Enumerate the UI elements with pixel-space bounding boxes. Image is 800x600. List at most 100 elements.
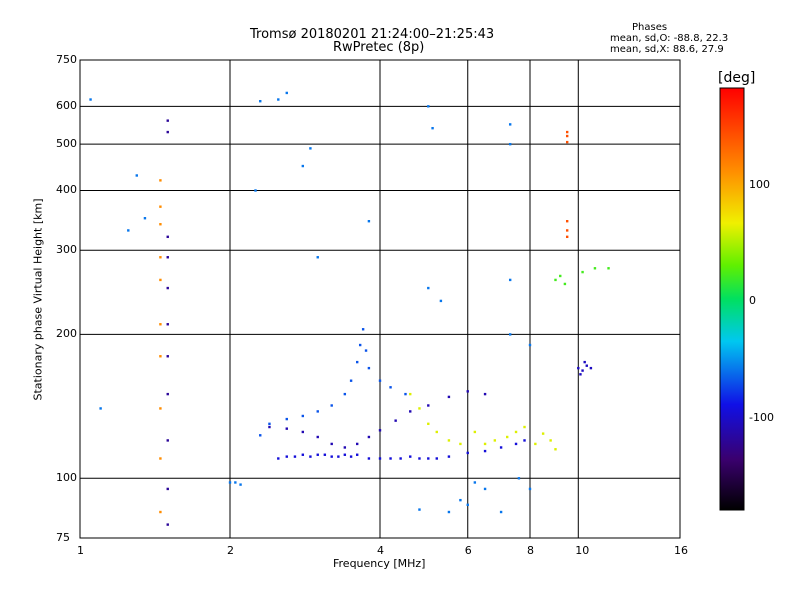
grid-lines <box>80 60 680 538</box>
data-point-mid-band-scatter <box>418 407 421 410</box>
data-point-mid-band-scatter <box>505 435 509 439</box>
data-point-scattered-points <box>427 105 430 108</box>
data-point-column-1.45MHz <box>159 457 162 460</box>
data-point-scattered-points <box>277 98 280 101</box>
y-tick-label: 200 <box>56 327 77 341</box>
data-point-scattered-points <box>447 510 451 514</box>
data-point-mid-band-scatter <box>549 439 552 442</box>
data-point-scattered-points <box>473 481 477 484</box>
data-point-scattered-points <box>528 343 532 347</box>
data-point-middle-trace <box>447 395 451 399</box>
data-point-lower-trace <box>409 455 412 458</box>
data-point-scattered-points <box>459 498 462 502</box>
data-point-lower-trace <box>316 453 319 456</box>
data-point-high-frequency-cluster <box>554 278 557 282</box>
data-point-column-1.5MHz <box>166 286 169 290</box>
data-point-scattered-points <box>466 503 469 507</box>
data-point-column-1.45MHz <box>159 179 162 182</box>
data-point-cluster-10.2MHz <box>581 369 584 372</box>
data-point-middle-trace <box>330 442 333 446</box>
data-point-scattered-points <box>483 487 487 491</box>
data-points <box>89 91 610 526</box>
data-point-mid-band-scatter <box>523 425 526 429</box>
data-point-lower-trace <box>330 455 333 458</box>
data-point-mid-band-scatter <box>541 432 545 435</box>
data-point-lower-trace <box>378 457 382 460</box>
data-point-lower-trace <box>499 446 503 449</box>
data-point-mid-band-scatter <box>427 422 430 426</box>
colorbar-tick-label: 0 <box>749 294 756 307</box>
data-point-scattered-points <box>418 508 421 511</box>
data-point-mid-band-scatter <box>435 430 438 434</box>
data-point-lower-trace <box>483 449 487 453</box>
data-point-column-1.45MHz <box>159 323 162 326</box>
data-point-scattered-points <box>99 407 102 410</box>
y-tick-label: 100 <box>56 471 77 485</box>
colorbar <box>719 87 745 511</box>
x-tick-label: 2 <box>227 544 234 557</box>
data-point-scattered-points <box>528 487 532 491</box>
data-point-upper-trace <box>361 328 365 331</box>
data-point-scattered-points <box>254 189 257 192</box>
data-point-column-9.5MHz <box>565 229 569 232</box>
data-point-high-frequency-cluster <box>607 267 610 270</box>
data-point-middle-trace <box>285 427 288 430</box>
data-point-lower-trace <box>323 453 327 456</box>
data-point-mid-band-scatter <box>514 430 518 434</box>
data-point-middle-trace <box>268 425 271 429</box>
data-point-high-frequency-cluster <box>563 282 567 286</box>
data-point-cluster-10.2MHz <box>589 366 593 370</box>
data-point-scattered-points <box>301 164 305 168</box>
chart-title-line1: Tromsø 20180201 21:24:00–21:25:43 <box>250 27 495 42</box>
data-point-scattered-points <box>427 286 430 290</box>
data-point-cluster-10.2MHz <box>579 373 582 376</box>
data-point-mid-band-scatter <box>473 430 477 434</box>
data-point-lower-trace <box>285 455 288 458</box>
data-point-upper-trace <box>358 343 362 347</box>
data-point-column-1.45MHz <box>159 256 162 259</box>
data-point-lower-trace <box>418 457 421 460</box>
data-point-lower-trace <box>399 457 402 460</box>
data-point-lower-trace <box>293 455 297 458</box>
data-point-scattered-points <box>431 126 434 130</box>
data-point-scattered-points <box>367 220 371 223</box>
data-point-middle-trace <box>466 390 469 393</box>
data-point-middle-trace <box>378 429 382 432</box>
data-point-column-1.45MHz <box>159 278 162 282</box>
data-point-column-9.5MHz <box>565 140 569 144</box>
data-point-cluster-10.2MHz <box>583 360 586 364</box>
x-tick-label: 10 <box>575 544 590 557</box>
x-tick-label: 6 <box>464 544 472 557</box>
data-point-column-9.5MHz <box>565 220 569 223</box>
data-point-high-frequency-cluster <box>581 270 584 274</box>
data-point-scattered-points <box>143 217 147 220</box>
data-point-scattered-points <box>508 123 512 126</box>
data-point-column-1.5MHz <box>166 130 169 134</box>
data-point-lower-trace <box>277 457 280 460</box>
data-point-upper-trace <box>378 379 382 382</box>
y-tick-label: 500 <box>56 137 77 151</box>
data-point-scattered-points <box>127 229 130 232</box>
data-point-column-9.5MHz <box>565 134 569 138</box>
data-point-upper-trace <box>367 366 371 370</box>
data-point-mid-band-scatter <box>447 439 451 442</box>
data-point-lower-trace <box>427 457 430 460</box>
data-point-upper-trace <box>349 379 353 382</box>
data-point-cluster-10.2MHz <box>577 366 580 370</box>
data-point-lower-trace <box>389 457 392 460</box>
y-tick-label: 400 <box>56 183 77 197</box>
data-point-lower-trace <box>514 442 518 446</box>
data-point-column-1.45MHz <box>159 205 162 208</box>
data-point-scattered-points <box>228 481 232 484</box>
data-point-mid-band-scatter <box>409 392 412 396</box>
data-point-scattered-points <box>517 477 521 480</box>
data-point-lower-trace <box>343 453 347 456</box>
data-point-middle-trace <box>316 435 319 439</box>
data-point-lower-trace <box>349 455 353 458</box>
data-point-middle-trace <box>409 410 412 413</box>
data-point-scattered-points <box>234 481 237 484</box>
colorbar-tick-label: 100 <box>749 178 770 191</box>
y-tick-label: 750 <box>56 53 77 66</box>
data-point-upper-trace <box>343 392 347 396</box>
